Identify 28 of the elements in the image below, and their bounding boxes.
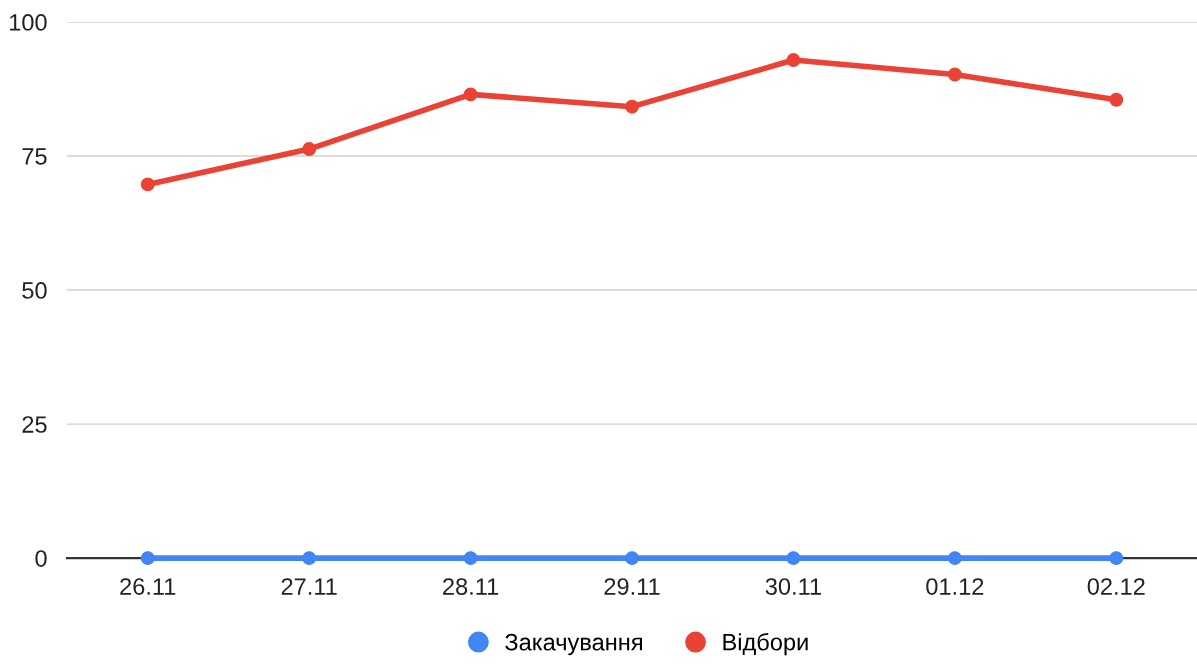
x-tick-label: 27.11 <box>281 578 337 595</box>
point <box>625 99 639 114</box>
x-tick-label: 30.11 <box>765 578 821 595</box>
x-tick-label: 01.12 <box>926 578 984 595</box>
y-tick-label: 50 <box>22 282 47 299</box>
point <box>302 142 317 156</box>
point <box>947 551 962 566</box>
x-tick-label: 28.11 <box>443 578 499 595</box>
x-tick-label: 02.12 <box>1087 578 1145 595</box>
point <box>140 177 155 192</box>
point <box>302 551 317 566</box>
point <box>947 67 962 82</box>
y-tick-label: 0 <box>35 550 47 567</box>
point <box>1109 551 1124 566</box>
point <box>1109 92 1124 107</box>
y-tick-label: 100 <box>10 14 47 31</box>
legend-label: Закачування <box>505 633 642 656</box>
x-tick-label: 29.11 <box>604 578 660 595</box>
point <box>786 53 801 67</box>
point <box>463 87 478 102</box>
point <box>140 551 155 566</box>
legend-label: Відбори <box>723 632 808 656</box>
y-tick-label: 75 <box>22 148 47 165</box>
x-tick-label: 26.11 <box>120 578 176 595</box>
y-tick-label: 25 <box>22 416 47 433</box>
point <box>786 551 801 566</box>
point <box>463 551 478 566</box>
point <box>625 551 639 566</box>
